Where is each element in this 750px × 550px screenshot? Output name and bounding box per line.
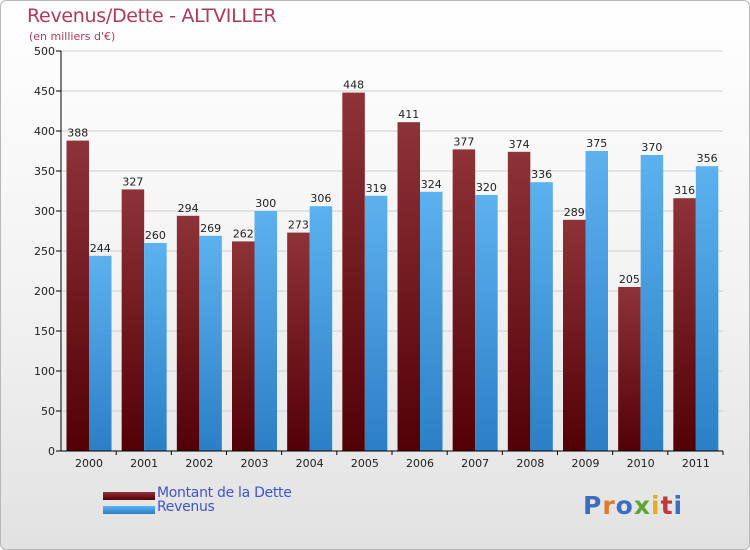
bar-debt xyxy=(176,215,200,451)
y-tick-label: 200 xyxy=(34,285,55,298)
data-label: 377 xyxy=(453,135,474,148)
data-label: 324 xyxy=(421,178,442,191)
bar-revenue xyxy=(89,255,112,451)
bar-debt xyxy=(452,149,476,451)
data-label: 319 xyxy=(366,182,387,195)
bar-debt xyxy=(507,151,531,452)
y-tick-label: 150 xyxy=(34,325,55,338)
logo-letter: i xyxy=(651,491,661,520)
y-tick-label: 450 xyxy=(34,85,55,98)
bar-debt xyxy=(232,241,255,451)
chart-title: Revenus/Dette - ALTVILLER xyxy=(27,5,277,27)
data-label: 289 xyxy=(564,206,585,219)
bar-revenue xyxy=(530,182,553,451)
data-label: 294 xyxy=(178,202,199,215)
bar-revenue xyxy=(640,155,664,451)
data-label: 375 xyxy=(586,137,607,150)
legend-label-revenue: Revenus xyxy=(157,499,215,515)
x-tick-label: 2009 xyxy=(572,457,600,470)
data-label: 370 xyxy=(641,141,662,154)
logo-letter: x xyxy=(633,491,651,520)
data-label: 388 xyxy=(67,127,88,140)
y-tick-label: 0 xyxy=(48,445,55,458)
data-label: 244 xyxy=(90,242,111,255)
data-label: 320 xyxy=(476,181,497,194)
bar-revenue xyxy=(585,151,608,451)
bar-debt xyxy=(66,140,89,451)
data-label: 356 xyxy=(697,152,718,165)
bar-revenue xyxy=(144,243,167,451)
data-label: 300 xyxy=(255,197,276,210)
grid-lines xyxy=(61,50,723,452)
y-tick-label: 250 xyxy=(34,245,55,258)
x-tick-label: 2010 xyxy=(627,457,655,470)
y-tick-label: 100 xyxy=(34,365,55,378)
bar-revenue xyxy=(309,206,333,451)
bar-debt xyxy=(618,287,641,451)
data-label: 205 xyxy=(619,273,640,286)
bar-debt xyxy=(673,198,696,451)
x-tick-label: 2006 xyxy=(406,457,434,470)
x-tick-label: 2004 xyxy=(296,457,324,470)
legend-swatch-revenue xyxy=(103,506,155,514)
data-label: 448 xyxy=(343,79,364,92)
y-tick-label: 350 xyxy=(34,165,55,178)
bar-revenue xyxy=(695,166,719,451)
chart-subtitle: (en milliers d'€) xyxy=(29,30,116,43)
x-tick-label: 2002 xyxy=(185,457,213,470)
data-label: 273 xyxy=(288,219,309,232)
legend-swatch-debt xyxy=(103,492,155,500)
logo-letter: r xyxy=(602,491,616,520)
data-label: 374 xyxy=(509,138,530,151)
x-tick-label: 2008 xyxy=(516,457,544,470)
axes: 0 50 100 150 200 250 300 350 400 450 500 2000 2001 20… xyxy=(34,45,724,470)
y-tick-label: 500 xyxy=(34,45,55,58)
x-tick-label: 2011 xyxy=(682,457,710,470)
y-tick-label: 50 xyxy=(41,405,55,418)
logo-letter: i xyxy=(673,491,684,520)
bar-debt xyxy=(397,122,420,451)
x-tick-label: 2007 xyxy=(461,457,489,470)
legend-label-debt: Montant de la Dette xyxy=(157,485,292,501)
proxiti-logo: Proxiti xyxy=(583,491,683,520)
data-label: 306 xyxy=(310,192,331,205)
bar-debt xyxy=(563,219,586,451)
bar-debt xyxy=(287,232,310,451)
data-label: 336 xyxy=(531,168,552,181)
bar-revenue xyxy=(254,211,277,451)
bar-revenue xyxy=(420,191,443,452)
data-label: 327 xyxy=(122,175,143,188)
x-tick-label: 2003 xyxy=(241,457,269,470)
data-label: 260 xyxy=(145,229,166,242)
data-label: 262 xyxy=(233,227,254,240)
x-tick-label: 2000 xyxy=(75,457,103,470)
bar-debt xyxy=(342,92,365,451)
bar-revenue xyxy=(364,195,388,451)
logo-letter: t xyxy=(660,491,674,520)
data-label: 269 xyxy=(200,222,221,235)
logo-letter: P xyxy=(583,491,603,520)
data-label: 316 xyxy=(674,184,695,197)
bar-debt xyxy=(121,189,145,451)
x-tick-label: 2001 xyxy=(130,457,158,470)
data-label: 411 xyxy=(398,108,419,121)
bar-revenue xyxy=(199,235,222,451)
y-tick-label: 400 xyxy=(34,125,55,138)
x-tick-label: 2005 xyxy=(351,457,379,470)
y-tick-label: 300 xyxy=(34,205,55,218)
logo-letter: o xyxy=(615,491,634,520)
bar-revenue xyxy=(475,195,498,451)
